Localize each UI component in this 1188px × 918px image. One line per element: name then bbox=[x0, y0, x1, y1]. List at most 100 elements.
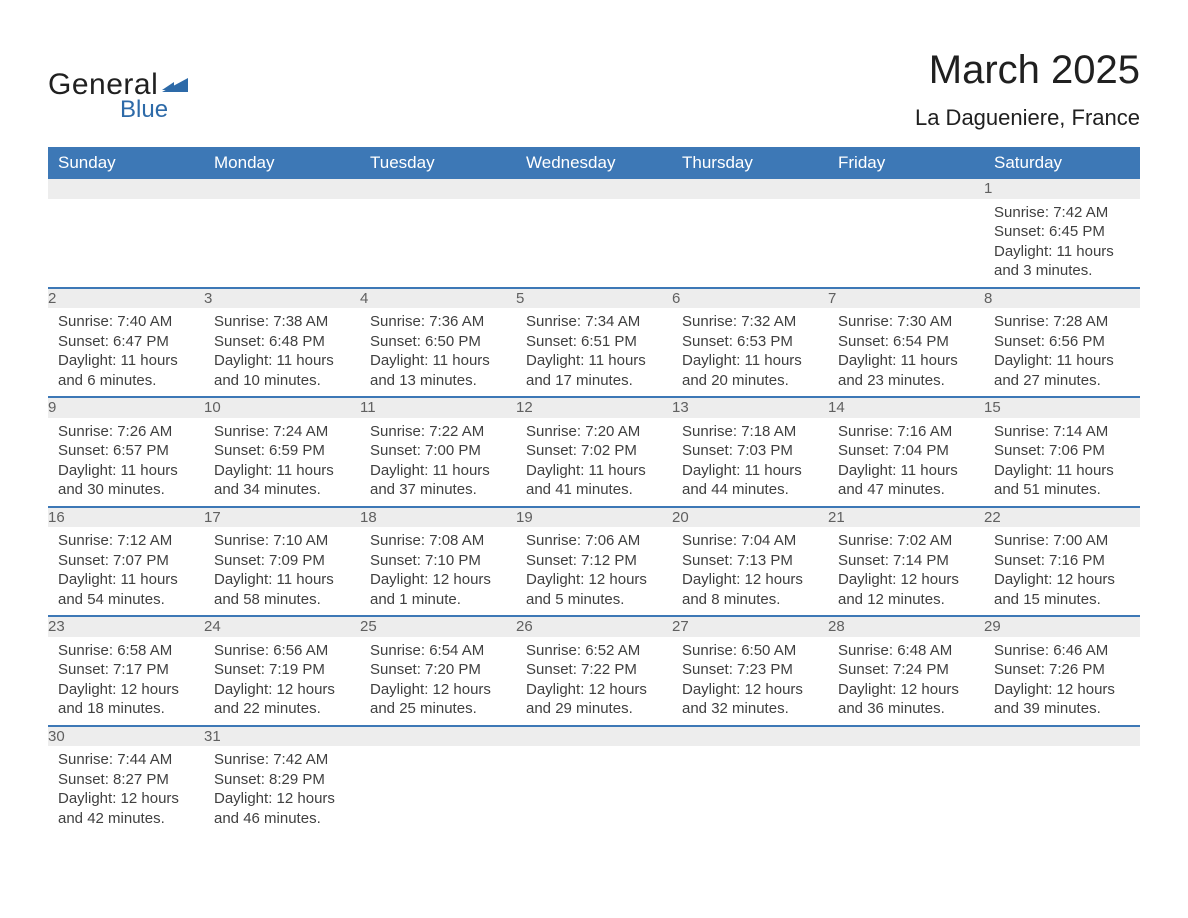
daylight-label: Daylight: 11 hours and 54 minutes. bbox=[58, 570, 196, 609]
logo: General Blue bbox=[48, 68, 188, 124]
sunset-label: Sunset: 6:53 PM bbox=[682, 332, 820, 352]
sunset-label: Sunset: 7:13 PM bbox=[682, 551, 820, 571]
daylight-label: Daylight: 12 hours and 5 minutes. bbox=[526, 570, 664, 609]
empty-cell bbox=[672, 726, 828, 747]
day-number: 18 bbox=[360, 507, 516, 528]
sunrise-label: Sunrise: 7:34 AM bbox=[526, 312, 664, 332]
sunrise-label: Sunrise: 7:16 AM bbox=[838, 422, 976, 442]
daylight-label: Daylight: 12 hours and 22 minutes. bbox=[214, 680, 352, 719]
daylight-label: Daylight: 11 hours and 20 minutes. bbox=[682, 351, 820, 390]
day-cell: Sunrise: 7:02 AMSunset: 7:14 PMDaylight:… bbox=[828, 527, 984, 616]
day-number: 7 bbox=[828, 288, 984, 309]
day-number: 30 bbox=[48, 726, 204, 747]
sunrise-label: Sunrise: 6:50 AM bbox=[682, 641, 820, 661]
sunrise-label: Sunrise: 7:10 AM bbox=[214, 531, 352, 551]
week-details-row: Sunrise: 7:44 AMSunset: 8:27 PMDaylight:… bbox=[48, 746, 1140, 834]
daylight-label: Daylight: 12 hours and 12 minutes. bbox=[838, 570, 976, 609]
daylight-label: Daylight: 11 hours and 13 minutes. bbox=[370, 351, 508, 390]
dayname-header: Saturday bbox=[984, 147, 1140, 179]
day-number: 23 bbox=[48, 616, 204, 637]
daylight-label: Daylight: 11 hours and 58 minutes. bbox=[214, 570, 352, 609]
day-number: 11 bbox=[360, 397, 516, 418]
sunset-label: Sunset: 7:24 PM bbox=[838, 660, 976, 680]
day-cell: Sunrise: 6:48 AMSunset: 7:24 PMDaylight:… bbox=[828, 637, 984, 726]
day-cell: Sunrise: 7:44 AMSunset: 8:27 PMDaylight:… bbox=[48, 746, 204, 834]
day-details: Sunrise: 6:46 AMSunset: 7:26 PMDaylight:… bbox=[984, 637, 1140, 725]
week-daynum-row: 16171819202122 bbox=[48, 507, 1140, 528]
day-cell: Sunrise: 7:22 AMSunset: 7:00 PMDaylight:… bbox=[360, 418, 516, 507]
sunrise-label: Sunrise: 7:18 AM bbox=[682, 422, 820, 442]
dayname-header: Thursday bbox=[672, 147, 828, 179]
daylight-label: Daylight: 11 hours and 44 minutes. bbox=[682, 461, 820, 500]
daylight-label: Daylight: 12 hours and 32 minutes. bbox=[682, 680, 820, 719]
calendar-table: Sunday Monday Tuesday Wednesday Thursday… bbox=[48, 147, 1140, 834]
sunset-label: Sunset: 6:50 PM bbox=[370, 332, 508, 352]
empty-cell bbox=[360, 726, 516, 747]
sunset-label: Sunset: 6:47 PM bbox=[58, 332, 196, 352]
empty-cell bbox=[828, 726, 984, 747]
day-cell: Sunrise: 7:40 AMSunset: 6:47 PMDaylight:… bbox=[48, 308, 204, 397]
empty-cell bbox=[360, 179, 516, 199]
empty-cell bbox=[516, 746, 672, 834]
sunset-label: Sunset: 6:57 PM bbox=[58, 441, 196, 461]
day-details: Sunrise: 7:14 AMSunset: 7:06 PMDaylight:… bbox=[984, 418, 1140, 506]
day-cell: Sunrise: 7:42 AMSunset: 6:45 PMDaylight:… bbox=[984, 199, 1140, 288]
daylight-label: Daylight: 11 hours and 3 minutes. bbox=[994, 242, 1132, 281]
week-daynum-row: 1 bbox=[48, 179, 1140, 199]
sunset-label: Sunset: 7:06 PM bbox=[994, 441, 1132, 461]
sunset-label: Sunset: 7:26 PM bbox=[994, 660, 1132, 680]
daylight-label: Daylight: 11 hours and 17 minutes. bbox=[526, 351, 664, 390]
day-details: Sunrise: 7:30 AMSunset: 6:54 PMDaylight:… bbox=[828, 308, 984, 396]
day-cell: Sunrise: 7:10 AMSunset: 7:09 PMDaylight:… bbox=[204, 527, 360, 616]
day-cell: Sunrise: 7:32 AMSunset: 6:53 PMDaylight:… bbox=[672, 308, 828, 397]
daylight-label: Daylight: 11 hours and 34 minutes. bbox=[214, 461, 352, 500]
day-details: Sunrise: 7:26 AMSunset: 6:57 PMDaylight:… bbox=[48, 418, 204, 506]
day-details: Sunrise: 7:18 AMSunset: 7:03 PMDaylight:… bbox=[672, 418, 828, 506]
sunset-label: Sunset: 8:27 PM bbox=[58, 770, 196, 790]
day-cell: Sunrise: 7:18 AMSunset: 7:03 PMDaylight:… bbox=[672, 418, 828, 507]
week-daynum-row: 3031 bbox=[48, 726, 1140, 747]
week-details-row: Sunrise: 7:12 AMSunset: 7:07 PMDaylight:… bbox=[48, 527, 1140, 616]
day-number: 3 bbox=[204, 288, 360, 309]
week-details-row: Sunrise: 7:42 AMSunset: 6:45 PMDaylight:… bbox=[48, 199, 1140, 288]
day-details: Sunrise: 7:00 AMSunset: 7:16 PMDaylight:… bbox=[984, 527, 1140, 615]
sunrise-label: Sunrise: 7:00 AM bbox=[994, 531, 1132, 551]
daylight-label: Daylight: 12 hours and 36 minutes. bbox=[838, 680, 976, 719]
daylight-label: Daylight: 12 hours and 42 minutes. bbox=[58, 789, 196, 828]
day-details: Sunrise: 6:50 AMSunset: 7:23 PMDaylight:… bbox=[672, 637, 828, 725]
empty-cell bbox=[516, 179, 672, 199]
day-number: 10 bbox=[204, 397, 360, 418]
sunrise-label: Sunrise: 6:58 AM bbox=[58, 641, 196, 661]
empty-cell bbox=[672, 179, 828, 199]
sunrise-label: Sunrise: 7:38 AM bbox=[214, 312, 352, 332]
day-cell: Sunrise: 7:36 AMSunset: 6:50 PMDaylight:… bbox=[360, 308, 516, 397]
sunset-label: Sunset: 7:12 PM bbox=[526, 551, 664, 571]
day-cell: Sunrise: 7:08 AMSunset: 7:10 PMDaylight:… bbox=[360, 527, 516, 616]
day-details: Sunrise: 7:06 AMSunset: 7:12 PMDaylight:… bbox=[516, 527, 672, 615]
day-details: Sunrise: 7:38 AMSunset: 6:48 PMDaylight:… bbox=[204, 308, 360, 396]
day-number: 13 bbox=[672, 397, 828, 418]
day-details: Sunrise: 7:32 AMSunset: 6:53 PMDaylight:… bbox=[672, 308, 828, 396]
day-cell: Sunrise: 6:50 AMSunset: 7:23 PMDaylight:… bbox=[672, 637, 828, 726]
day-cell: Sunrise: 7:20 AMSunset: 7:02 PMDaylight:… bbox=[516, 418, 672, 507]
sunset-label: Sunset: 7:00 PM bbox=[370, 441, 508, 461]
day-number: 16 bbox=[48, 507, 204, 528]
day-number: 6 bbox=[672, 288, 828, 309]
day-details: Sunrise: 7:16 AMSunset: 7:04 PMDaylight:… bbox=[828, 418, 984, 506]
sunset-label: Sunset: 7:23 PM bbox=[682, 660, 820, 680]
day-number: 20 bbox=[672, 507, 828, 528]
day-number: 26 bbox=[516, 616, 672, 637]
sunset-label: Sunset: 7:20 PM bbox=[370, 660, 508, 680]
sunrise-label: Sunrise: 7:42 AM bbox=[994, 203, 1132, 223]
location-label: La Dagueniere, France bbox=[915, 105, 1140, 131]
sunrise-label: Sunrise: 7:24 AM bbox=[214, 422, 352, 442]
daylight-label: Daylight: 11 hours and 47 minutes. bbox=[838, 461, 976, 500]
day-number: 25 bbox=[360, 616, 516, 637]
empty-cell bbox=[360, 199, 516, 288]
sunset-label: Sunset: 6:54 PM bbox=[838, 332, 976, 352]
page-title: March 2025 bbox=[915, 48, 1140, 93]
day-details: Sunrise: 6:54 AMSunset: 7:20 PMDaylight:… bbox=[360, 637, 516, 725]
daylight-label: Daylight: 12 hours and 8 minutes. bbox=[682, 570, 820, 609]
day-number: 24 bbox=[204, 616, 360, 637]
day-cell: Sunrise: 7:14 AMSunset: 7:06 PMDaylight:… bbox=[984, 418, 1140, 507]
